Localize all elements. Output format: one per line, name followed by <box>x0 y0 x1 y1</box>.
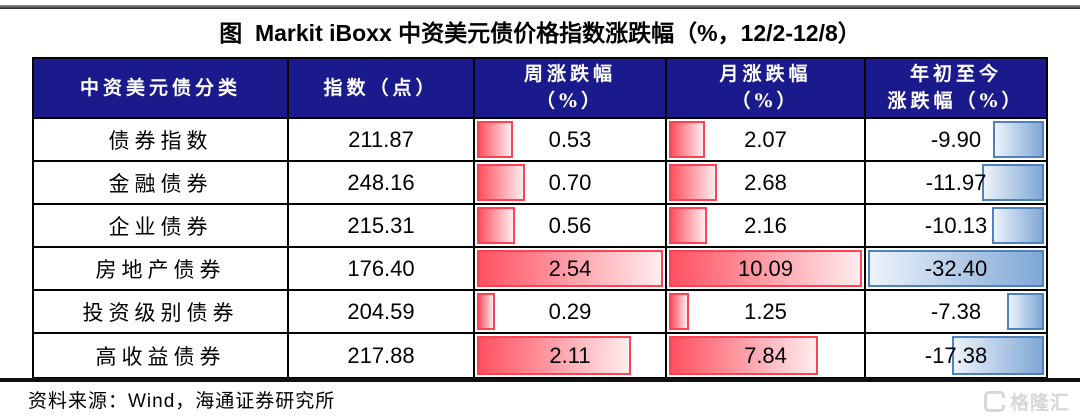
change-value: 2.07 <box>744 126 787 152</box>
week-change-cell: 2.54 <box>475 248 667 291</box>
positive-data-bar <box>477 121 513 158</box>
week-change-cell: 0.56 <box>475 205 667 248</box>
index-value-cell: 204.59 <box>289 291 475 334</box>
change-value: 10.09 <box>737 255 794 281</box>
week-change-cell: 2.11 <box>475 334 667 377</box>
positive-data-bar <box>669 336 819 375</box>
change-value: -7.38 <box>930 298 982 324</box>
positive-data-bar <box>477 293 495 330</box>
positive-data-bar <box>477 207 515 244</box>
top-divider <box>0 5 1080 9</box>
negative-data-bar <box>868 250 1044 287</box>
bond-index-table: 中资美元债分类 指数（点） 周涨跌幅 （%） 月涨跌幅 （%） 年初至今 涨跌幅… <box>32 57 1048 379</box>
positive-data-bar <box>669 250 862 287</box>
ytd-change-cell: -9.90 <box>866 119 1046 162</box>
negative-data-bar <box>981 164 1044 201</box>
change-value: -10.13 <box>924 212 988 238</box>
category-cell: 企业债券 <box>34 205 289 248</box>
change-value: 1.25 <box>744 298 787 324</box>
month-change-cell: 7.84 <box>667 334 866 377</box>
category-cell: 金融债券 <box>34 162 289 205</box>
month-change-cell: 2.07 <box>667 119 866 162</box>
negative-data-bar <box>951 336 1044 375</box>
category-cell: 债券指数 <box>34 119 289 162</box>
change-value: -32.40 <box>924 255 988 281</box>
change-value: -9.90 <box>930 126 982 152</box>
index-value-cell: 211.87 <box>289 119 475 162</box>
header-ytd-change: 年初至今 涨跌幅（%） <box>866 59 1046 119</box>
change-value: 2.54 <box>548 255 592 281</box>
positive-data-bar <box>477 336 631 375</box>
change-value: 2.11 <box>549 342 591 368</box>
index-value-cell: 176.40 <box>289 248 475 291</box>
category-cell: 投资级别债券 <box>34 291 289 334</box>
ytd-change-cell: -17.38 <box>866 334 1046 377</box>
source-note: 资料来源：Wind，海通证券研究所 <box>28 391 336 412</box>
change-value: 7.84 <box>744 342 787 368</box>
category-cell: 房地产债券 <box>34 248 289 291</box>
change-value: 0.53 <box>548 126 592 152</box>
index-value-cell: 248.16 <box>289 162 475 205</box>
change-value: 0.56 <box>548 212 592 238</box>
ytd-change-cell: -32.40 <box>866 248 1046 291</box>
week-change-cell: 0.29 <box>475 291 667 334</box>
month-change-cell: 2.16 <box>667 205 866 248</box>
positive-data-bar <box>669 164 718 201</box>
header-category: 中资美元债分类 <box>34 59 289 119</box>
ytd-change-cell: -7.38 <box>866 291 1046 334</box>
index-value-cell: 215.31 <box>289 205 475 248</box>
negative-data-bar <box>1006 293 1044 330</box>
change-value: 0.29 <box>548 298 592 324</box>
change-value: 2.68 <box>744 169 787 195</box>
gelonghui-logo-icon <box>983 391 1005 412</box>
watermark: 格隆汇 <box>983 388 1070 415</box>
change-value: 2.16 <box>744 212 787 238</box>
positive-data-bar <box>669 121 706 158</box>
category-cell: 高收益债券 <box>34 334 289 377</box>
positive-data-bar <box>669 293 690 330</box>
figure-title: 图 Markit iBoxx 中资美元债价格指数涨跌幅（%，12/2-12/8） <box>219 20 861 46</box>
month-change-cell: 10.09 <box>667 248 866 291</box>
change-value: -17.38 <box>924 342 988 368</box>
header-week-change: 周涨跌幅 （%） <box>475 59 667 119</box>
index-value-cell: 217.88 <box>289 334 475 377</box>
positive-data-bar <box>477 250 663 287</box>
change-value: 0.70 <box>548 169 592 195</box>
month-change-cell: 2.68 <box>667 162 866 205</box>
ytd-change-cell: -10.13 <box>866 205 1046 248</box>
week-change-cell: 0.53 <box>475 119 667 162</box>
week-change-cell: 0.70 <box>475 162 667 205</box>
ytd-change-cell: -11.97 <box>866 162 1046 205</box>
positive-data-bar <box>669 207 708 244</box>
negative-data-bar <box>991 207 1044 244</box>
header-index: 指数（点） <box>289 59 475 119</box>
header-month-change: 月涨跌幅 （%） <box>667 59 866 119</box>
change-value: -11.97 <box>925 169 987 195</box>
positive-data-bar <box>477 164 526 201</box>
negative-data-bar <box>992 121 1044 158</box>
bottom-divider <box>0 378 1080 382</box>
watermark-text: 格隆汇 <box>1009 392 1070 414</box>
month-change-cell: 1.25 <box>667 291 866 334</box>
